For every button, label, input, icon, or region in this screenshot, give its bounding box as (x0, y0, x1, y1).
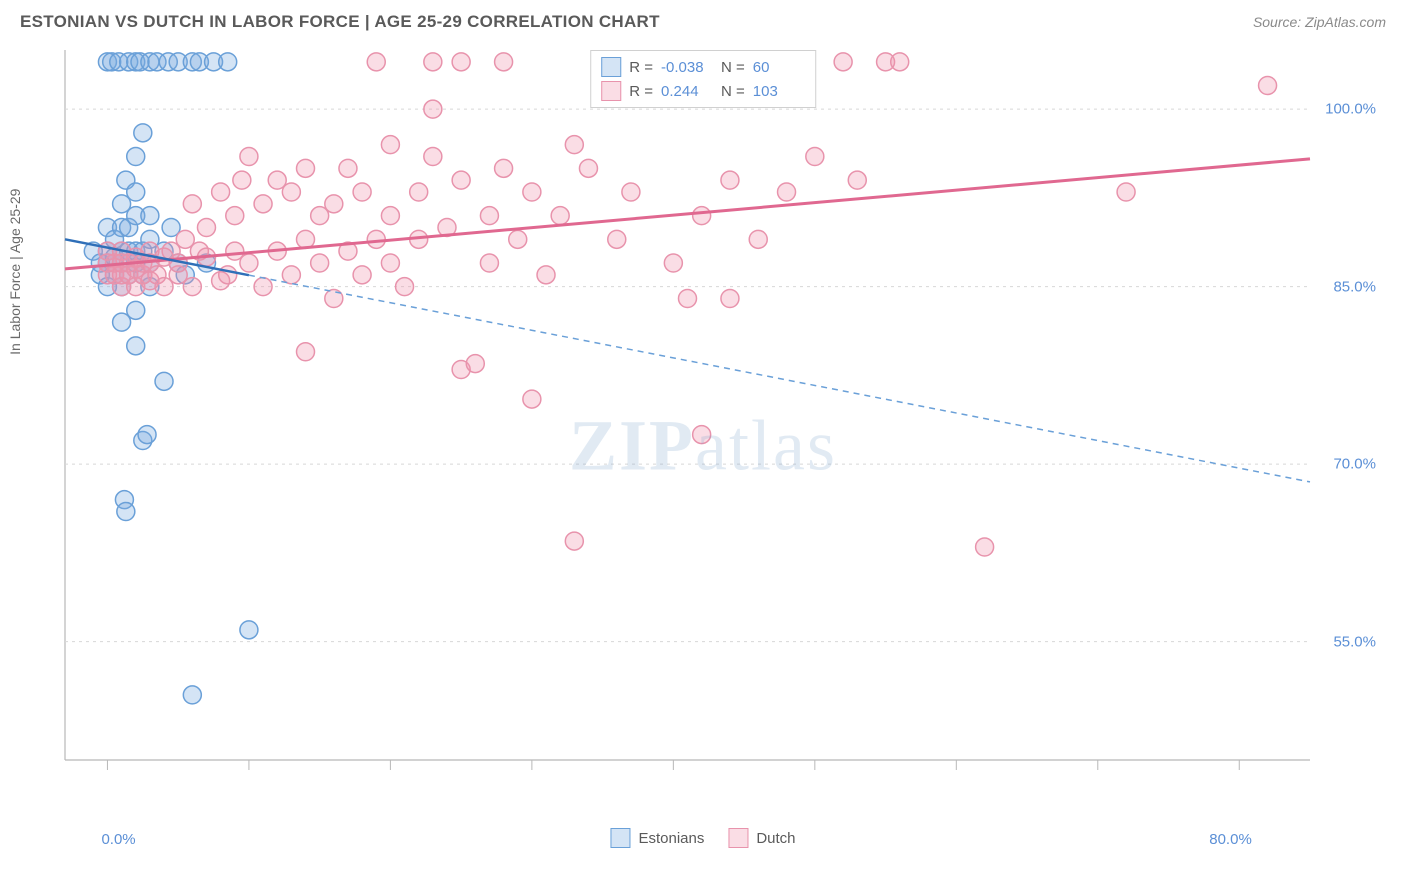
legend-swatch-estonians (610, 828, 630, 848)
y-tick-label: 100.0% (1325, 101, 1376, 118)
y-tick-label: 70.0% (1333, 456, 1376, 473)
swatch-dutch (601, 81, 621, 101)
y-tick-label: 85.0% (1333, 278, 1376, 295)
bottom-legend: Estonians Dutch (610, 828, 795, 848)
n-label: N = (721, 83, 745, 100)
stats-row-dutch: R = 0.244 N = 103 (601, 79, 805, 103)
legend-item-estonians: Estonians (610, 828, 704, 848)
stats-row-estonians: R = -0.038 N = 60 (601, 55, 805, 79)
legend-item-dutch: Dutch (728, 828, 795, 848)
n-value-dutch: 103 (753, 83, 805, 100)
r-label: R = (629, 83, 653, 100)
swatch-estonians (601, 57, 621, 77)
chart-title: ESTONIAN VS DUTCH IN LABOR FORCE | AGE 2… (20, 12, 660, 32)
n-label: N = (721, 59, 745, 76)
y-tick-label: 55.0% (1333, 633, 1376, 650)
r-value-dutch: 0.244 (661, 83, 713, 100)
n-value-estonians: 60 (753, 59, 805, 76)
scatter-plot-svg (20, 40, 1350, 810)
legend-label-estonians: Estonians (638, 830, 704, 847)
legend-swatch-dutch (728, 828, 748, 848)
x-tick-label: 80.0% (1209, 831, 1252, 848)
legend-label-dutch: Dutch (756, 830, 795, 847)
x-tick-label: 0.0% (101, 831, 135, 848)
source-attribution: Source: ZipAtlas.com (1253, 14, 1386, 30)
correlation-chart: In Labor Force | Age 25-29 ZIPatlas R = … (20, 40, 1386, 820)
stats-legend-box: R = -0.038 N = 60 R = 0.244 N = 103 (590, 50, 816, 108)
r-value-estonians: -0.038 (661, 59, 713, 76)
r-label: R = (629, 59, 653, 76)
chart-header: ESTONIAN VS DUTCH IN LABOR FORCE | AGE 2… (0, 0, 1406, 40)
